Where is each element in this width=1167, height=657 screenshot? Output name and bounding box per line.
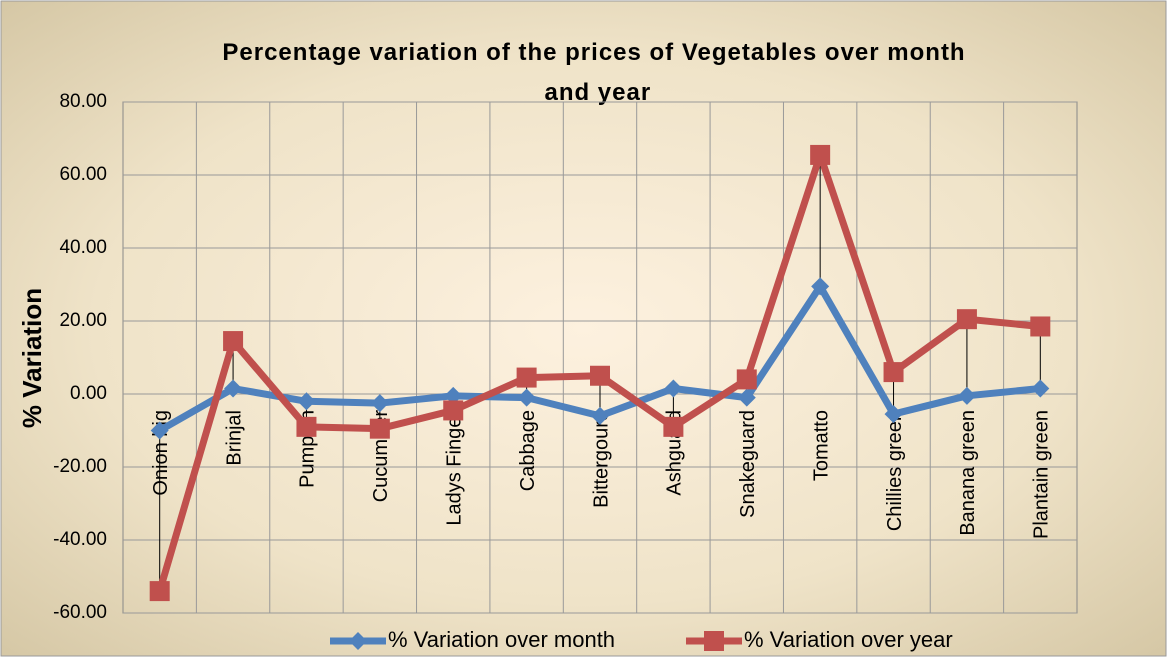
marker — [369, 418, 390, 439]
marker — [956, 309, 977, 330]
marker — [223, 331, 244, 352]
marker — [883, 362, 904, 383]
marker — [663, 416, 684, 437]
legend-label: % Variation over year — [744, 627, 953, 652]
marker — [590, 365, 610, 386]
marker — [811, 277, 830, 296]
y-tick-label: 80.00 — [59, 91, 107, 112]
marker — [737, 388, 756, 407]
y-tick-label: 60.00 — [59, 164, 107, 185]
y-tick-label: 0.00 — [70, 383, 107, 404]
y-tick-label: 40.00 — [59, 237, 107, 258]
marker — [370, 394, 389, 413]
marker — [1030, 316, 1051, 337]
marker — [517, 388, 536, 407]
x-tick-label: Banana green — [957, 410, 979, 536]
marker — [1031, 379, 1050, 398]
marker — [736, 369, 757, 390]
legend-marker — [704, 631, 724, 651]
marker — [297, 392, 316, 411]
legend-label: % Variation over month — [388, 627, 615, 652]
x-tick-label: Snakeguard — [737, 410, 759, 518]
marker — [884, 405, 903, 424]
marker — [443, 400, 464, 421]
x-tick-label: Tomatto — [810, 410, 832, 481]
marker — [516, 367, 537, 388]
x-tick-label: Brinjal — [223, 410, 245, 466]
marker — [296, 416, 317, 437]
marker — [810, 144, 831, 165]
x-tick-label: Bittergourd — [590, 410, 612, 508]
marker — [224, 379, 243, 398]
y-tick-label: -20.00 — [53, 456, 107, 477]
legend-marker — [349, 632, 367, 650]
y-tick-label: -60.00 — [53, 602, 107, 623]
x-tick-label: Cabbage — [517, 410, 539, 491]
marker — [150, 421, 169, 440]
y-tick-label: -40.00 — [53, 529, 107, 550]
y-tick-label: 20.00 — [59, 310, 107, 331]
x-tick-label: Ladys Finger — [444, 410, 466, 526]
x-tick-label: Plantain green — [1031, 410, 1053, 539]
y-axis-title: % Variation — [17, 288, 47, 428]
marker — [149, 581, 170, 602]
marker — [664, 379, 683, 398]
marker — [957, 386, 976, 405]
x-tick-label: Chillies green — [884, 410, 906, 531]
marker — [444, 386, 463, 405]
marker — [591, 406, 609, 425]
